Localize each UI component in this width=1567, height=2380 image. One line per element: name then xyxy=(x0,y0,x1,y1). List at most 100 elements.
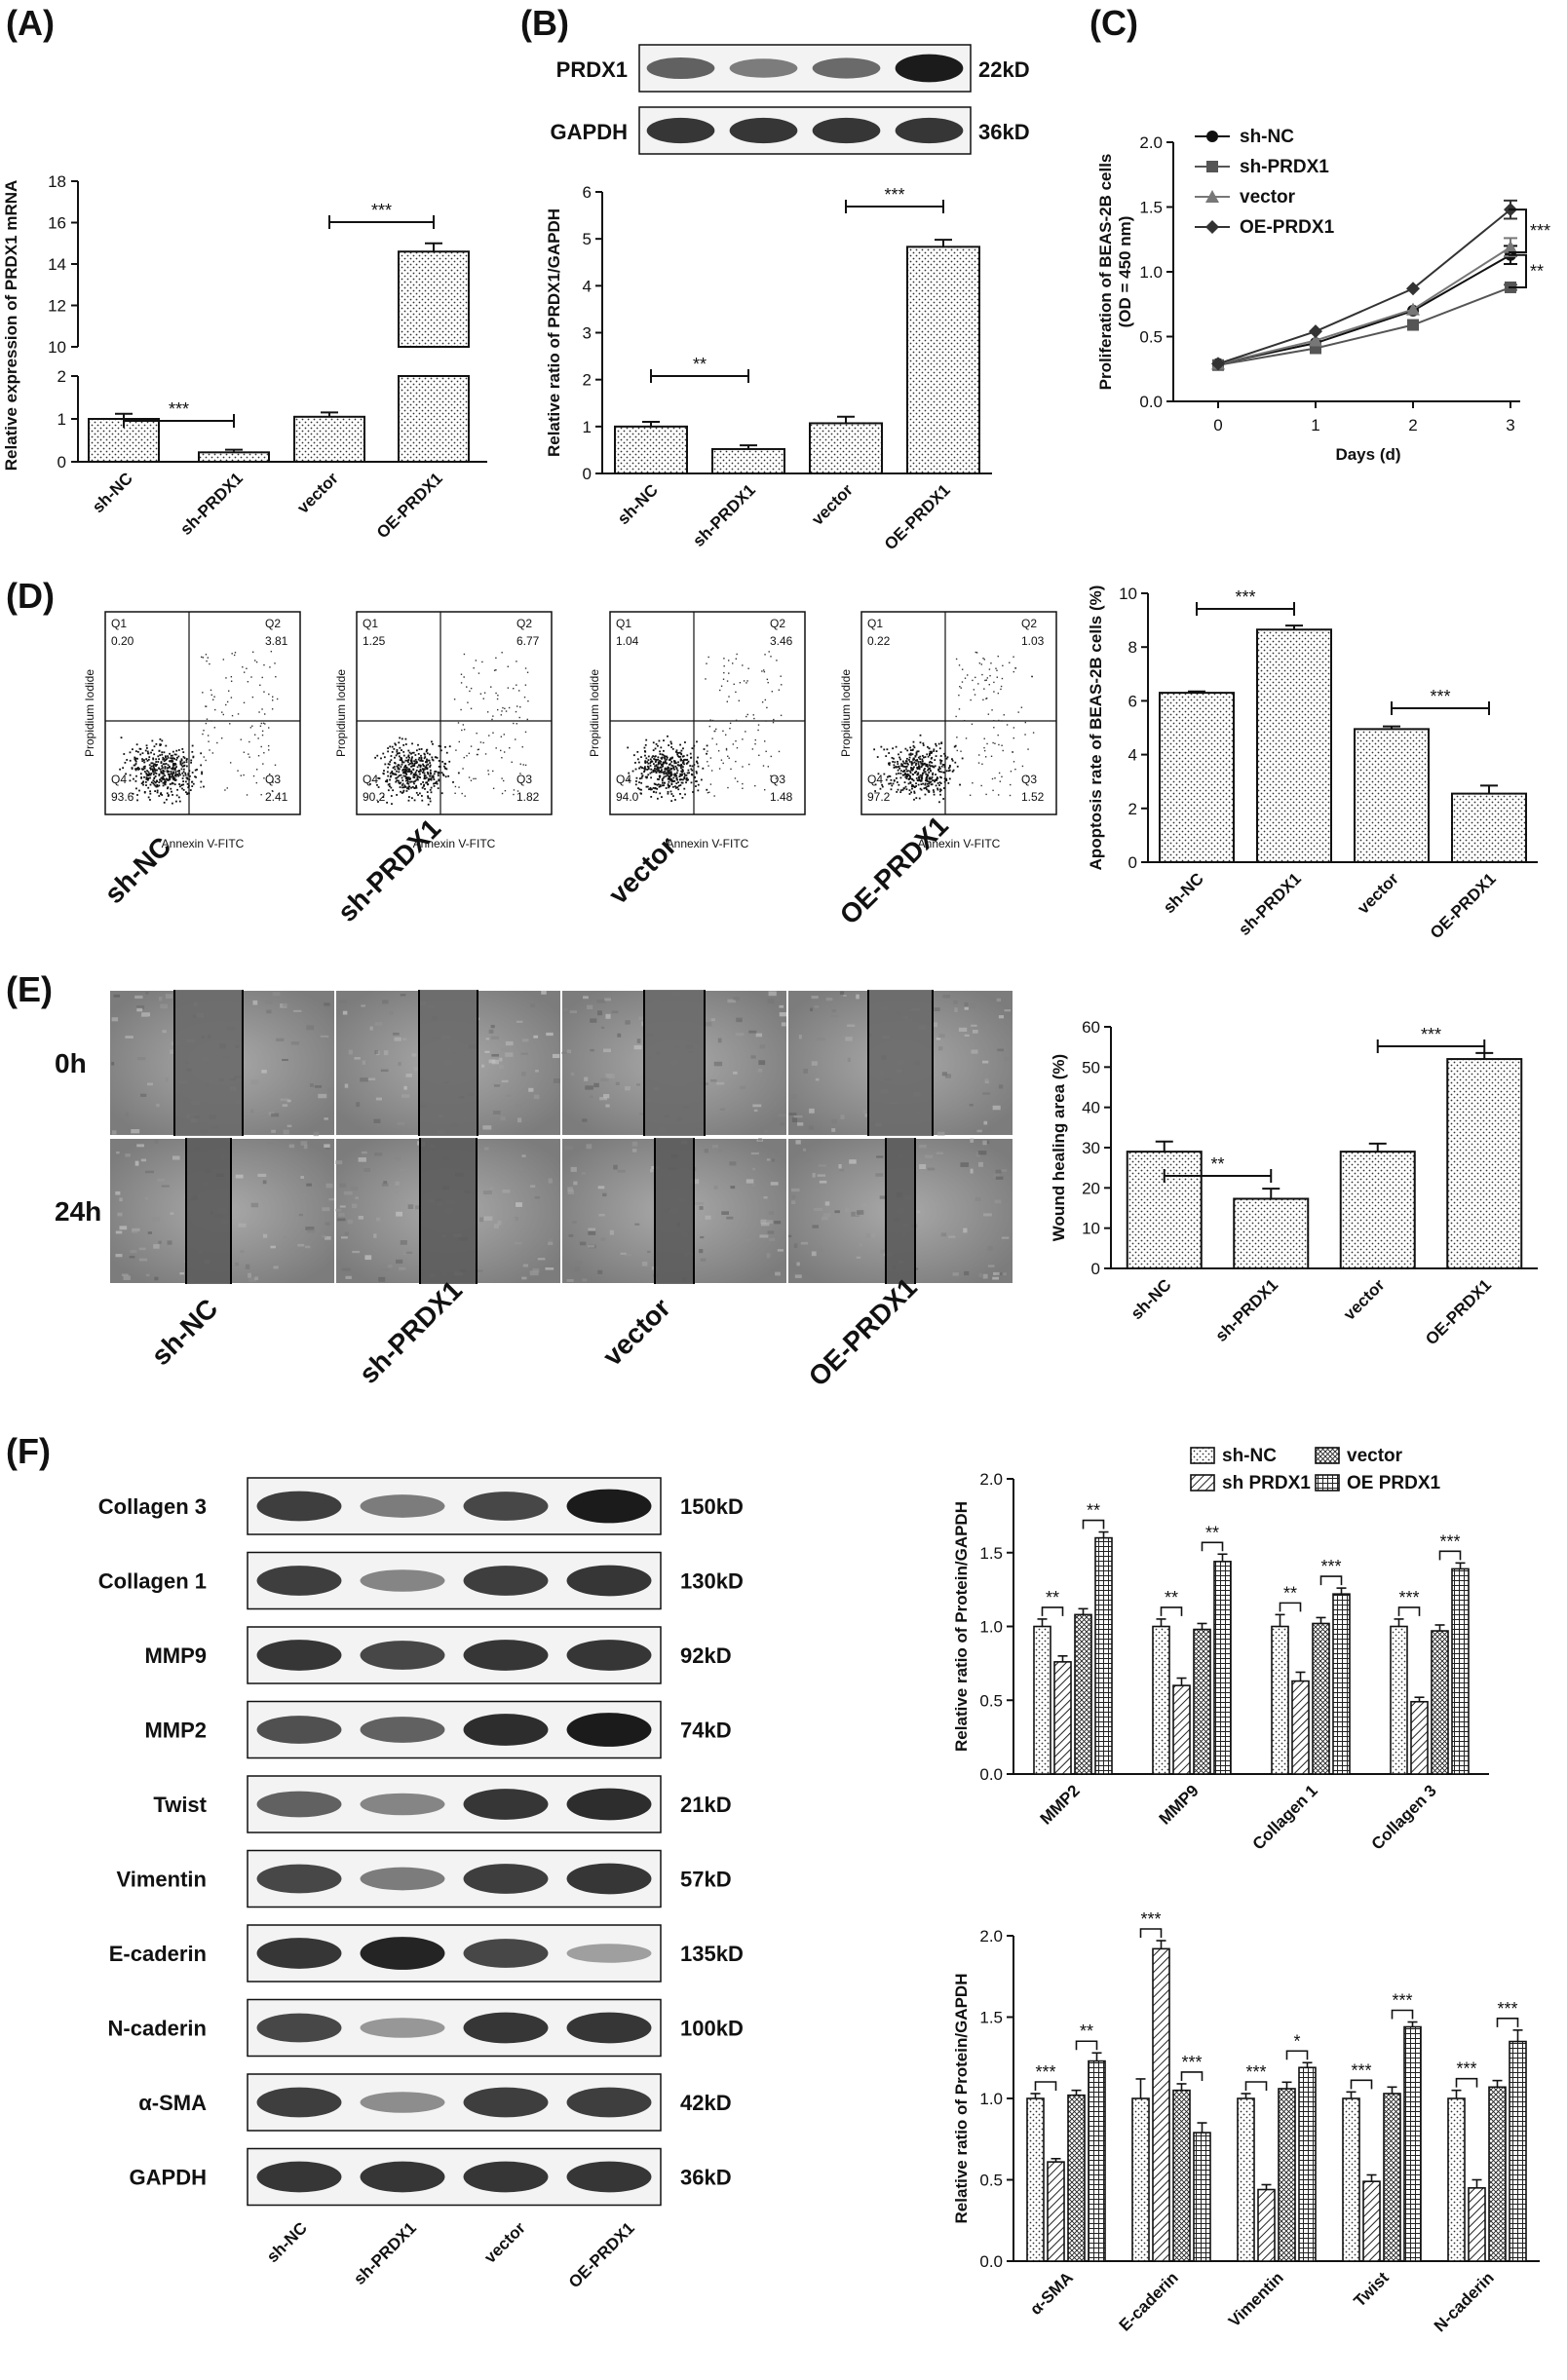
flow-x-label: Annexin V-FITC xyxy=(918,837,1001,850)
y-tick-label: 0 xyxy=(1128,853,1137,872)
category-label-MMP2: MMP2 xyxy=(1037,1781,1084,1828)
cell-texture xyxy=(768,1237,776,1241)
event-dot xyxy=(172,764,174,767)
event-dot xyxy=(939,782,942,785)
event-dot xyxy=(1014,768,1016,771)
event-dot xyxy=(496,708,499,711)
y-tick-label: 2.0 xyxy=(979,1927,1003,1946)
event-dot xyxy=(988,668,991,670)
event-dot xyxy=(671,779,674,782)
blot-band-α-SMA-lane-2 xyxy=(360,2092,445,2113)
event-dot xyxy=(147,752,149,755)
cell-texture xyxy=(815,1077,820,1081)
event-dot xyxy=(931,765,934,768)
event-dot xyxy=(653,790,655,793)
event-dot xyxy=(913,790,916,793)
event-dot xyxy=(138,789,140,792)
event-dot xyxy=(921,774,924,776)
event-dot xyxy=(213,696,215,698)
event-dot xyxy=(427,763,430,766)
cell-texture xyxy=(300,1176,304,1179)
event-dot xyxy=(460,673,463,675)
event-dot xyxy=(992,741,994,744)
event-dot xyxy=(984,679,986,682)
event-dot xyxy=(401,784,403,786)
event-dot xyxy=(389,785,391,788)
event-dot xyxy=(415,786,417,788)
cell-texture xyxy=(375,1097,382,1101)
event-dot xyxy=(764,740,766,742)
event-dot xyxy=(147,758,150,761)
event-dot xyxy=(696,740,698,743)
event-dot xyxy=(261,734,264,737)
event-dot xyxy=(717,750,720,752)
event-dot xyxy=(899,791,902,794)
event-dot xyxy=(501,710,503,712)
event-dot xyxy=(391,772,394,774)
event-dot xyxy=(922,742,925,745)
cell-texture xyxy=(344,1231,349,1236)
event-dot xyxy=(678,751,681,754)
cell-texture xyxy=(566,1049,572,1054)
event-dot xyxy=(404,770,406,772)
event-dot xyxy=(410,772,413,774)
event-dot xyxy=(169,752,172,755)
bar-MMP2-sh-NC xyxy=(1033,1625,1051,1775)
event-dot xyxy=(175,794,178,797)
blot-band-Collagen 3-lane-4 xyxy=(566,1489,652,1524)
cell-texture xyxy=(573,1181,578,1186)
event-dot xyxy=(203,730,205,732)
cell-texture xyxy=(767,999,775,1004)
event-dot xyxy=(262,722,265,725)
event-dot xyxy=(663,784,665,787)
event-dot xyxy=(893,757,895,760)
y-tick-label: 0.5 xyxy=(979,2172,1003,2190)
event-dot xyxy=(684,774,686,776)
event-dot xyxy=(178,785,181,788)
event-dot xyxy=(399,786,401,788)
cell-texture xyxy=(919,1164,927,1169)
event-dot xyxy=(656,777,659,780)
event-dot xyxy=(1020,706,1023,708)
event-dot xyxy=(661,779,664,782)
event-dot xyxy=(655,759,658,762)
event-dot xyxy=(167,756,170,759)
quadrant-name: Q1 xyxy=(867,617,883,630)
event-dot xyxy=(765,720,767,722)
event-dot xyxy=(170,760,172,762)
event-dot xyxy=(140,776,143,779)
event-dot xyxy=(697,756,699,759)
event-dot xyxy=(153,783,156,786)
cell-texture xyxy=(717,1038,722,1043)
cell-texture xyxy=(270,1245,276,1249)
event-dot xyxy=(960,750,962,752)
event-dot xyxy=(408,756,410,759)
cell-texture xyxy=(969,1003,976,1008)
scratch-gap xyxy=(419,990,478,1136)
event-dot xyxy=(173,767,176,770)
cell-texture xyxy=(615,1081,620,1086)
event-dot xyxy=(501,652,503,654)
event-dot xyxy=(163,760,166,763)
event-dot xyxy=(897,763,899,766)
event-dot xyxy=(773,718,775,721)
event-dot xyxy=(170,754,172,757)
cell-texture xyxy=(996,998,1002,1002)
event-dot xyxy=(913,786,916,788)
event-dot xyxy=(743,680,745,682)
event-dot xyxy=(163,770,166,773)
event-dot xyxy=(684,741,686,743)
flow-x-label: Annexin V-FITC xyxy=(162,837,245,850)
event-dot xyxy=(251,651,254,654)
event-dot xyxy=(947,770,950,773)
bar-N-caderin-sh-NC xyxy=(1447,2097,1466,2262)
event-dot xyxy=(649,762,652,765)
event-dot xyxy=(160,761,163,763)
event-dot xyxy=(419,768,422,771)
event-dot xyxy=(725,747,728,750)
cell-texture xyxy=(599,1096,608,1101)
cell-texture xyxy=(335,1208,342,1212)
wound-group-label-OE-PRDX1: OE-PRDX1 xyxy=(803,1272,923,1392)
y-tick-label: 10 xyxy=(1082,1220,1100,1238)
